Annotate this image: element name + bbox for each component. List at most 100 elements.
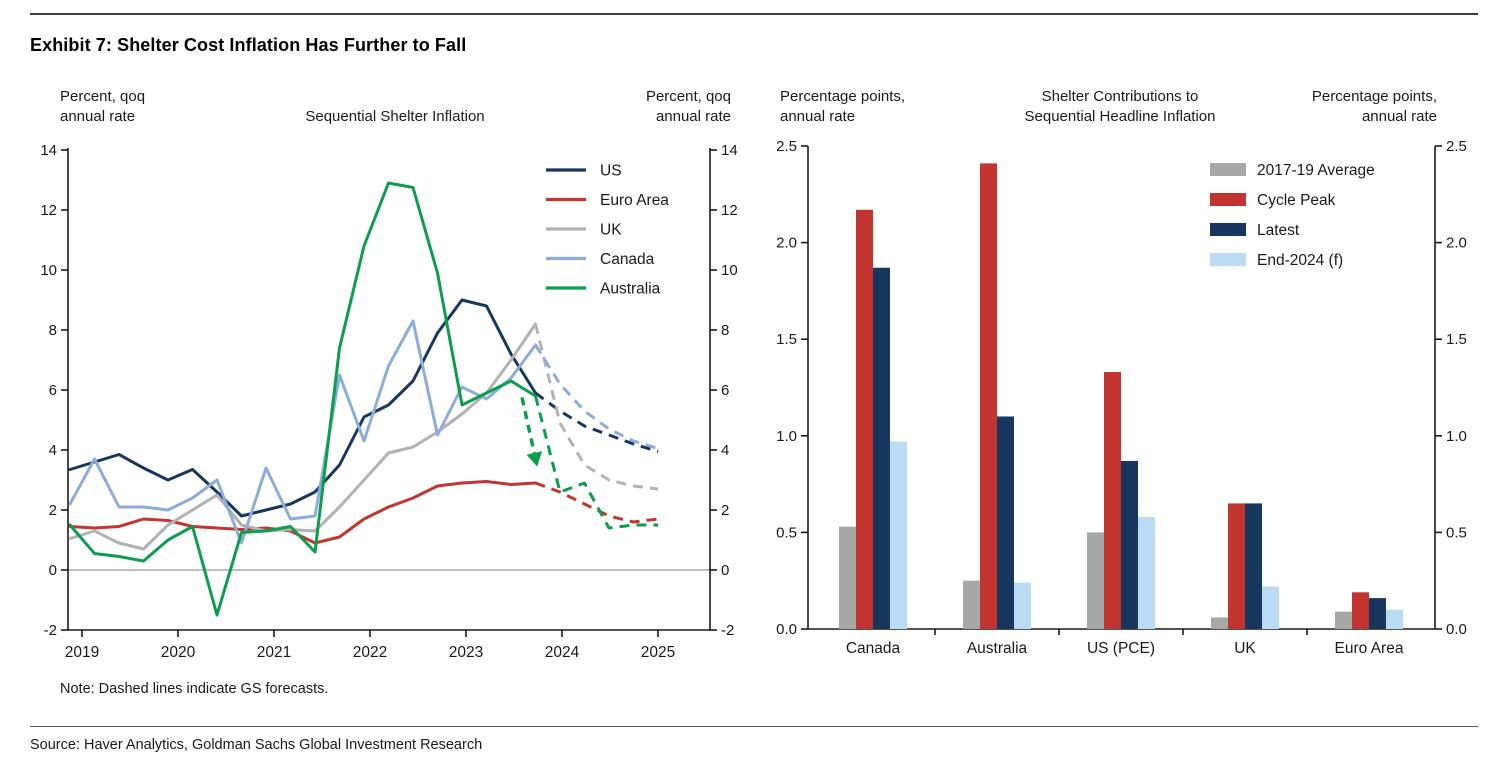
chart-title-text: Sequential Shelter Inflation [305,108,485,125]
bar-2017-19-average-australia [963,580,980,629]
bar-cycle-peak-uk [1228,503,1245,629]
legend-label: Cycle Peak [1257,192,1336,209]
line-chart-axis-caption-left: Percent, qoq annual rate [60,87,210,127]
line-series-australia-forecast [534,395,658,530]
legend-label: US [600,163,622,180]
legend-swatch [1210,163,1246,176]
caption-line: annual rate [60,108,136,125]
caption-line: annual rate [655,108,731,125]
bar-end-2024-f--euro-area [1386,609,1403,629]
line-series-canada-forecast [534,344,659,450]
bar-cycle-peak-euro-area [1352,592,1369,629]
source-line: Source: Haver Analytics, Goldman Sachs G… [30,737,483,753]
category-label: Canada [846,640,901,657]
y-tick-label-left: -2 [44,622,57,639]
y-tick-label-right: 2.5 [1446,138,1467,155]
y-tick-label-left: 0.0 [776,621,797,638]
y-tick-label-right: 4 [721,442,729,459]
y-tick-label-left: 14 [40,142,57,159]
line-series-us-forecast [534,391,659,453]
legend-label: Euro Area [600,192,669,209]
y-tick-label-left: 1.5 [776,331,797,348]
bar-chart-axis-caption-right: Percentage points, annual rate [1267,87,1437,127]
x-tick-label: 2023 [449,644,483,661]
y-tick-label-right: 12 [721,202,738,219]
legend-swatch [1210,223,1246,236]
bar-latest-us-pce- [1121,460,1138,629]
line-series-australia [68,181,537,617]
caption-line: annual rate [1361,108,1437,125]
line-series-euro-area-forecast [534,481,659,524]
y-tick-label-left: 0.5 [776,524,797,541]
forecast-drop-arrow [520,397,536,454]
y-tick-label-right: 0 [721,562,729,579]
caption-line: Percentage points, [780,88,906,105]
forecast-drop-arrowhead [526,451,543,467]
legend-label: Australia [600,281,661,298]
bar-cycle-peak-canada [856,209,873,630]
line-series-canada [68,319,537,545]
legend-label: 2017-19 Average [1257,162,1375,179]
y-tick-label-left: 2.0 [776,235,797,252]
chart-title-text: Sequential Headline Inflation [1024,108,1216,125]
category-label: Australia [967,640,1028,657]
y-tick-label-right: 0.0 [1446,621,1467,638]
forecast-note: Note: Dashed lines indicate GS forecasts… [60,681,329,697]
bar-2017-19-average-euro-area [1335,611,1352,629]
x-tick-label: 2020 [161,644,196,661]
legend-label: UK [600,222,622,239]
bottom-rule [30,726,1478,727]
y-tick-label-left: 6 [49,382,57,399]
category-label: Euro Area [1335,640,1404,657]
bar-latest-euro-area [1369,598,1386,629]
y-tick-label-right: -2 [721,622,734,639]
bar-latest-uk [1245,503,1262,629]
caption-line: Percent, qoq [60,88,146,105]
y-tick-label-left: 0 [49,562,57,579]
bar-latest-canada [873,267,890,629]
category-label: UK [1234,640,1256,657]
bar-cycle-peak-us-pce- [1104,372,1121,629]
bar-chart-title: Shelter Contributions to Sequential Head… [980,87,1260,127]
line-series-euro-area [68,480,537,545]
line-series-us [68,298,537,518]
y-tick-label-right: 0.5 [1446,524,1467,541]
legend-label: Latest [1257,222,1300,239]
x-tick-label: 2024 [545,644,580,661]
line-chart-axis-caption-right: Percent, qoq annual rate [601,87,731,127]
bar-end-2024-f--us-pce- [1138,516,1155,629]
x-tick-label: 2025 [641,644,675,661]
caption-line: Percentage points, [1311,88,1437,105]
legend-swatch [1210,193,1246,206]
y-tick-label-left: 8 [49,322,57,339]
y-tick-label-left: 2 [49,502,57,519]
line-series-uk [68,322,537,551]
x-tick-label: 2021 [257,644,291,661]
y-tick-label-left: 1.0 [776,428,797,445]
bar-end-2024-f--uk [1262,586,1279,629]
legend-swatch [1210,253,1246,266]
bar-end-2024-f--canada [890,441,907,629]
bar-latest-australia [997,416,1014,629]
exhibit-title: Exhibit 7: Shelter Cost Inflation Has Fu… [30,35,467,55]
y-tick-label-right: 6 [721,382,729,399]
x-tick-label: 2019 [65,644,99,661]
bar-2017-19-average-uk [1211,617,1228,629]
bar-end-2024-f--australia [1014,582,1031,629]
caption-line: annual rate [780,108,856,125]
y-tick-label-right: 8 [721,322,729,339]
category-label: US (PCE) [1087,640,1155,657]
y-tick-label-right: 2.0 [1446,235,1467,252]
chart-title-text: Shelter Contributions to [1041,88,1199,105]
bar-2017-19-average-us-pce- [1087,532,1104,629]
y-tick-label-left: 12 [40,202,57,219]
bar-2017-19-average-canada [839,526,856,629]
y-tick-label-right: 2 [721,502,729,519]
legend-label: Canada [600,251,655,268]
top-rule [30,13,1478,15]
y-tick-label-left: 2.5 [776,138,797,155]
bar-cycle-peak-australia [980,163,997,629]
y-tick-label-left: 10 [40,262,57,279]
